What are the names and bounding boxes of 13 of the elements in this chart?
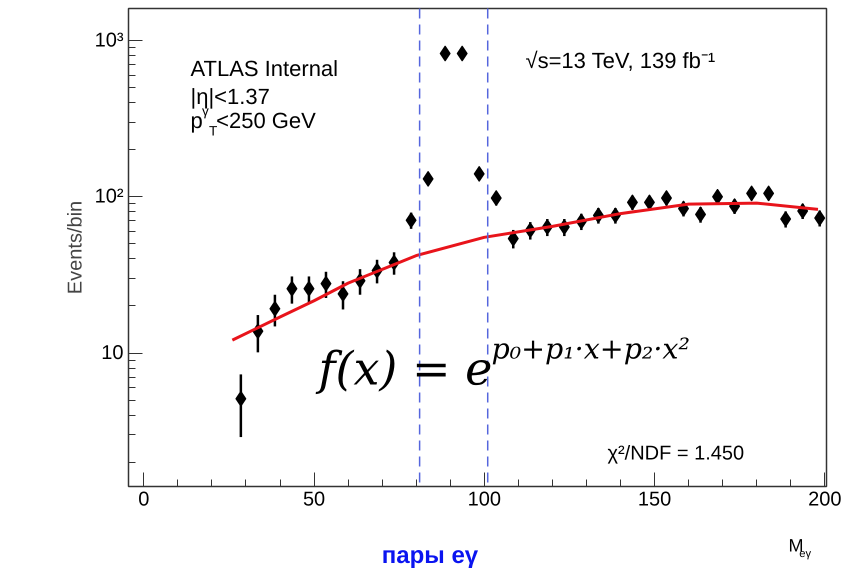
x-tick-label: 200 (808, 488, 842, 510)
x-tick-label: 0 (138, 488, 150, 510)
y-axis-title: Events/bin (64, 200, 87, 294)
annotation: ATLAS Internal (190, 56, 338, 81)
y-tick-label: 10³ (94, 29, 124, 52)
annotation: χ²/NDF = 1.450 (608, 442, 744, 464)
x-tick-label: 150 (638, 488, 672, 510)
text: пары eγ (382, 542, 479, 569)
y-tick-label: 10 (101, 342, 124, 364)
x-tick-label: 50 (302, 488, 326, 510)
x-tick-label: 100 (468, 488, 501, 510)
annotation: √s=13 TeV, 139 fb⁻¹ (526, 48, 716, 73)
y-tick-label: 10² (94, 186, 124, 208)
